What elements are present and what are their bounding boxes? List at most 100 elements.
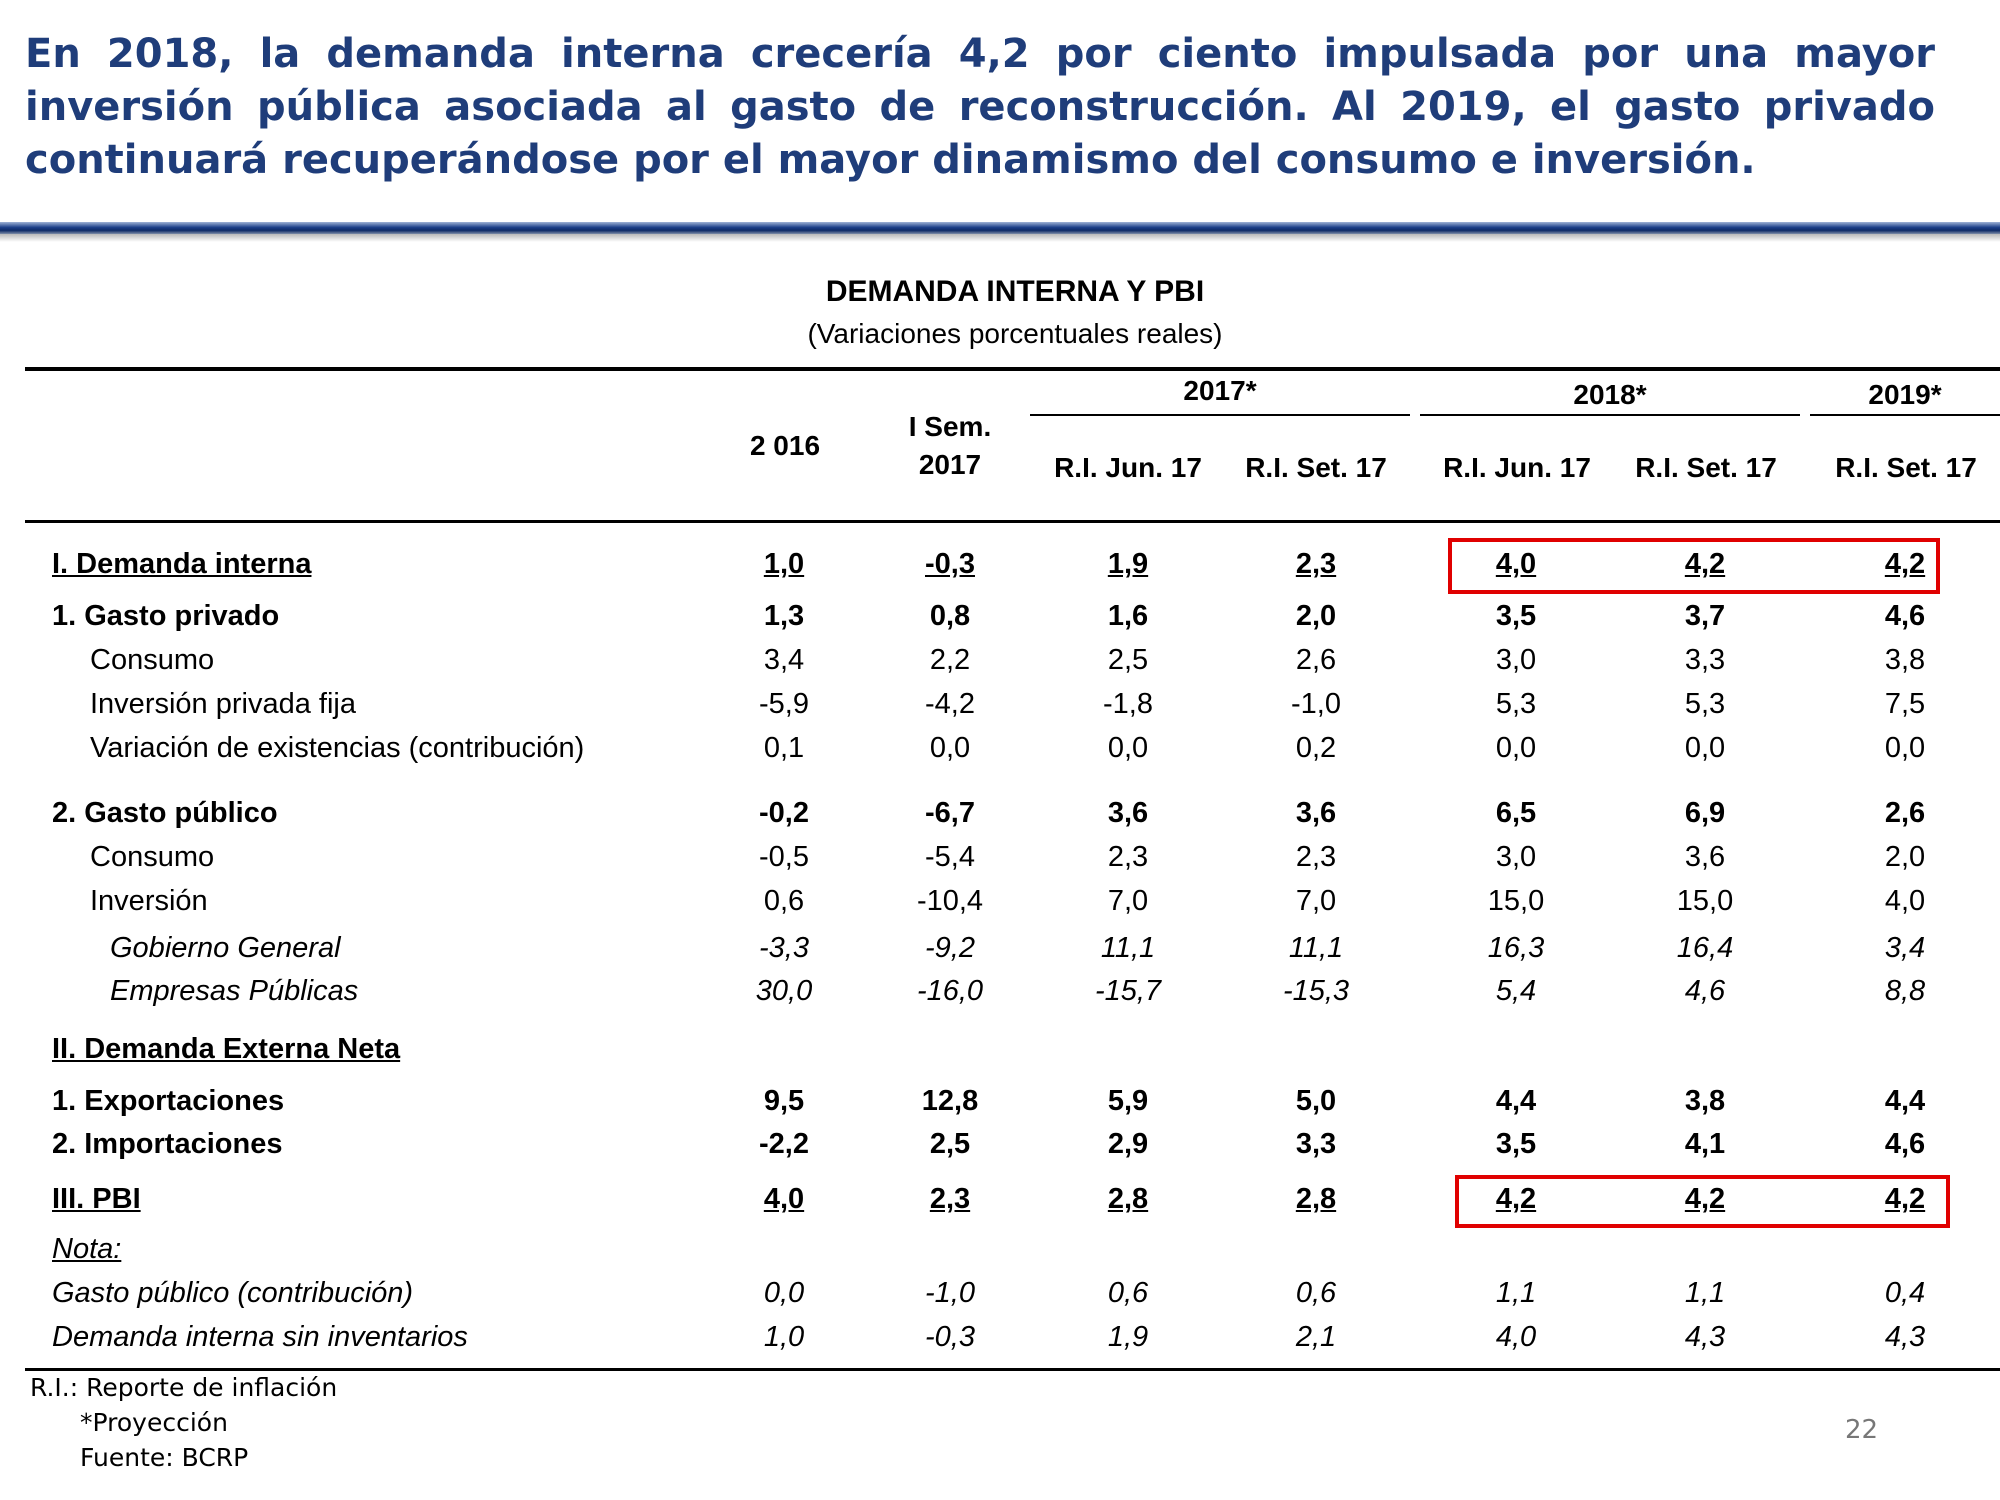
table-cell: 4,0 [714,1183,854,1216]
col-header-2018-set: R.I. Set. 17 [1606,449,1806,487]
table-cell: 5,4 [1446,975,1586,1008]
table-cell: 0,0 [1835,732,1975,765]
table-cell: -5,9 [714,688,854,721]
row-label: 1. Gasto privado [52,600,279,633]
table-cell: 1,0 [714,1321,854,1354]
row-label: Gasto público (contribución) [52,1277,413,1310]
table-cell: -9,2 [880,932,1020,965]
table-cell: 3,0 [1446,644,1586,677]
highlight-demanda-interna [1448,538,1940,594]
table-cell: 4,0 [1446,1321,1586,1354]
table-cell: 0,4 [1835,1277,1975,1310]
table-cell: 0,8 [880,600,1020,633]
row-label: I. Demanda interna [52,548,311,581]
table-cell: -15,3 [1246,975,1386,1008]
table-cell: 5,3 [1635,688,1775,721]
table-cell: 0,0 [880,732,1020,765]
row-label: Consumo [90,841,214,874]
table-cell: 4,1 [1635,1128,1775,1161]
table-cell: 3,3 [1246,1128,1386,1161]
table-cell: 1,1 [1635,1277,1775,1310]
row-label: Inversión privada fija [90,688,356,721]
table-cell: 2,8 [1058,1183,1198,1216]
table-cell: -0,5 [714,841,854,874]
table-cell: -16,0 [880,975,1020,1008]
table-cell: 1,3 [714,600,854,633]
table-cell: -4,2 [880,688,1020,721]
col-header-2017-jun: R.I. Jun. 17 [1028,449,1228,487]
table-cell: -15,7 [1058,975,1198,1008]
table-cell: 3,5 [1446,1128,1586,1161]
row-label: II. Demanda Externa Neta [52,1033,400,1066]
table-cell: 4,3 [1635,1321,1775,1354]
group-2019-line [1810,414,2000,416]
row-label: Demanda interna sin inventarios [52,1321,468,1354]
row-label: Nota: [52,1233,121,1266]
table-cell: 4,3 [1835,1321,1975,1354]
table-cell: 2,3 [1246,841,1386,874]
table-title: DEMANDA INTERNA Y PBI [0,275,2000,309]
table-cell: 1,1 [1446,1277,1586,1310]
table-cell: 30,0 [714,975,854,1008]
table-cell: 0,6 [1058,1277,1198,1310]
table-cell: 2,3 [880,1183,1020,1216]
table-cell: 15,0 [1635,885,1775,918]
table-cell: 2,0 [1246,600,1386,633]
table-cell: 7,0 [1246,885,1386,918]
row-label: 1. Exportaciones [52,1085,284,1118]
table-cell: 3,0 [1446,841,1586,874]
table-cell: -0,3 [880,1321,1020,1354]
row-label: Variación de existencias (contribución) [90,732,584,765]
table-cell: 7,5 [1835,688,1975,721]
group-2017-line [1030,414,1410,416]
col-header-2016: 2 016 [715,427,855,465]
table-cell: 2,0 [1835,841,1975,874]
group-2018-line [1420,414,1800,416]
table-cell: 16,3 [1446,932,1586,965]
table-cell: 2,6 [1246,644,1386,677]
table-cell: 5,3 [1446,688,1586,721]
table-cell: 2,8 [1246,1183,1386,1216]
col-header-isem-line2: 2017 [880,446,1020,484]
table-subtitle: (Variaciones porcentuales reales) [0,318,2000,350]
table-cell: 5,0 [1246,1085,1386,1118]
highlight-pbi [1455,1175,1950,1228]
page-number: 22 [1845,1415,1878,1445]
col-header-2019-set: R.I. Set. 17 [1806,449,2000,487]
table-cell: 0,1 [714,732,854,765]
table-cell: -6,7 [880,797,1020,830]
table-cell: 2,1 [1246,1321,1386,1354]
table-cell: 3,8 [1835,644,1975,677]
table-top-rule [25,367,2000,371]
table-cell: 1,9 [1058,1321,1198,1354]
footnote-proyeccion: *Proyección [30,1405,337,1440]
table-cell: 3,4 [1835,932,1975,965]
table-cell: -10,4 [880,885,1020,918]
table-cell: 3,3 [1635,644,1775,677]
table-cell: 4,6 [1635,975,1775,1008]
table-cell: -5,4 [880,841,1020,874]
table-cell: 3,7 [1635,600,1775,633]
table-cell: 0,6 [714,885,854,918]
col-header-2017-set: R.I. Set. 17 [1216,449,1416,487]
footnote-ri: R.I.: Reporte de inflación [30,1370,337,1405]
table-cell: -1,0 [1246,688,1386,721]
table-cell: -1,8 [1058,688,1198,721]
table-header-rule [25,520,2000,523]
table-cell: 3,4 [714,644,854,677]
table-cell: 0,0 [1446,732,1586,765]
table-cell: 15,0 [1446,885,1586,918]
table-cell: 1,0 [714,548,854,581]
footnotes: R.I.: Reporte de inflación *Proyección F… [30,1370,337,1475]
table-cell: 3,6 [1246,797,1386,830]
table-cell: 0,2 [1246,732,1386,765]
table-cell: 3,6 [1635,841,1775,874]
table-cell: 1,6 [1058,600,1198,633]
row-label: Empresas Públicas [110,975,358,1008]
table-cell: 5,9 [1058,1085,1198,1118]
table-cell: 12,8 [880,1085,1020,1118]
table-cell: 4,6 [1835,600,1975,633]
table-cell: 6,9 [1635,797,1775,830]
table-cell: 2,5 [1058,644,1198,677]
header-divider [0,222,2000,234]
